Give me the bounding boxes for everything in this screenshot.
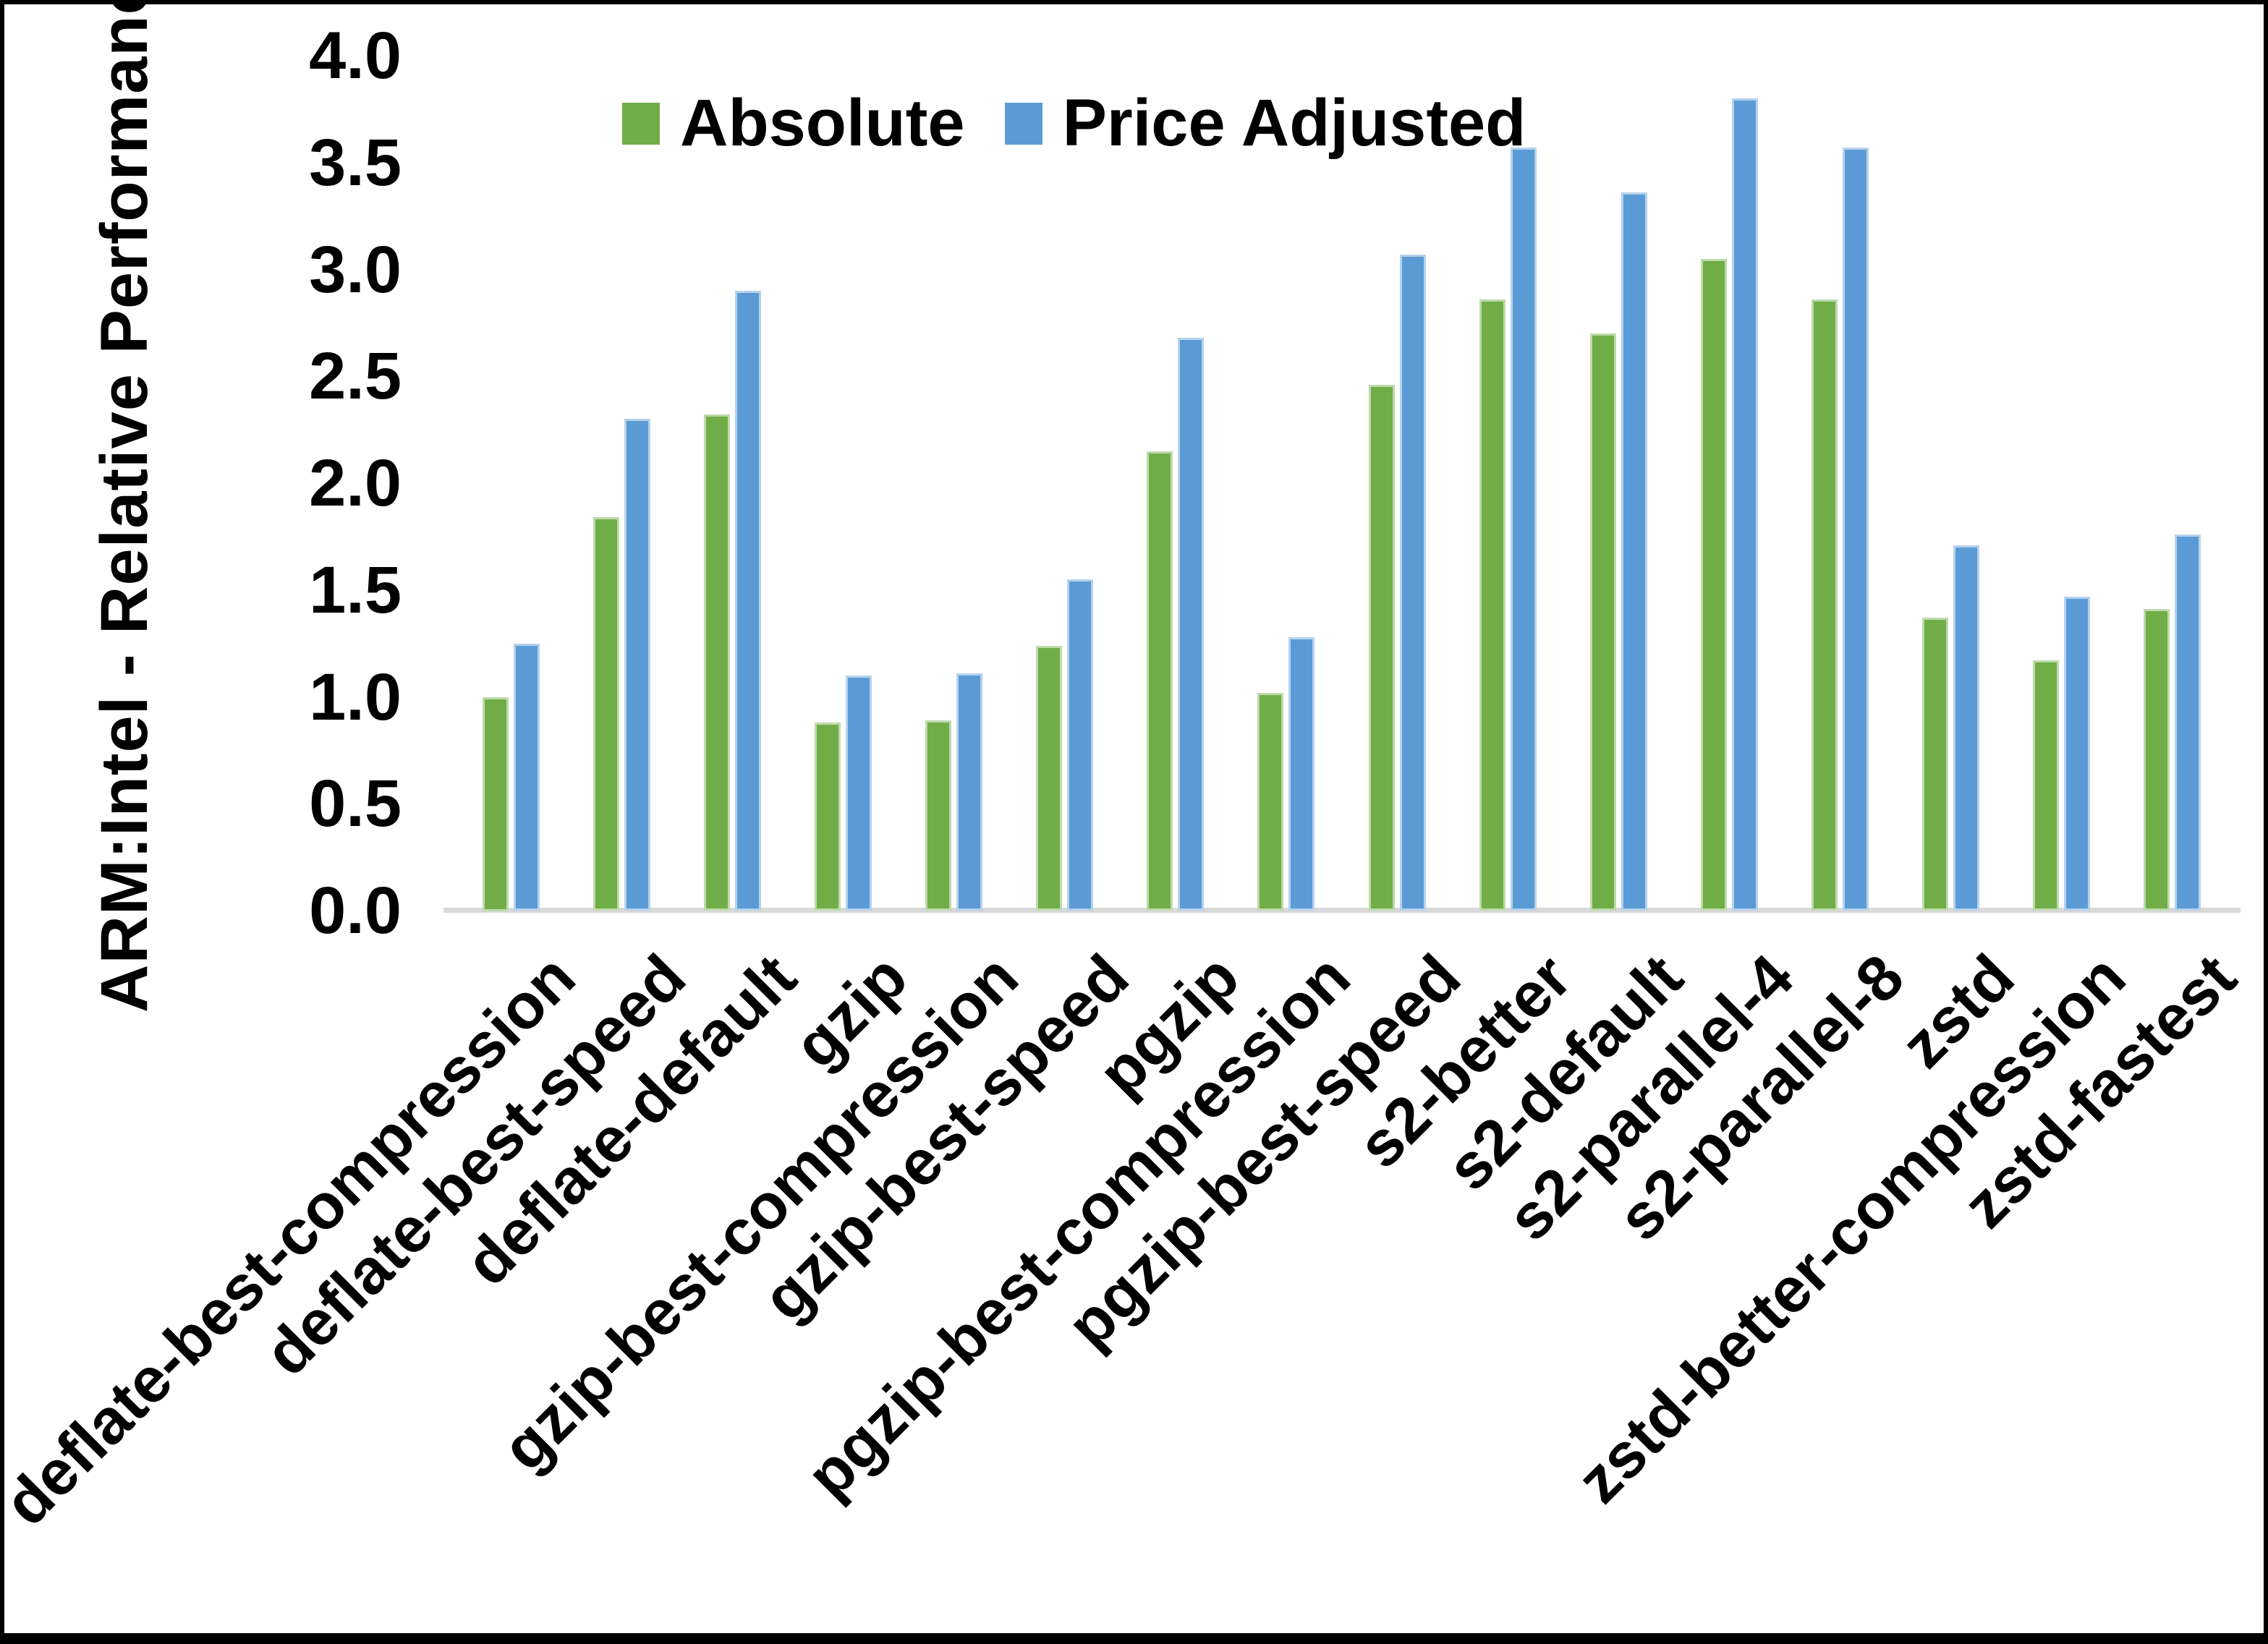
bar-price-adjusted bbox=[1621, 192, 1647, 911]
y-tick-label: 1.5 bbox=[309, 553, 402, 627]
bar-absolute bbox=[1922, 618, 1948, 911]
bar-absolute bbox=[2144, 609, 2170, 911]
y-axis-title: ARM:Intel - Relative Performance bbox=[88, 0, 161, 1013]
bar-price-adjusted bbox=[1732, 98, 1758, 911]
bar-price-adjusted bbox=[1843, 148, 1869, 911]
y-tick-label: 0.0 bbox=[309, 874, 402, 947]
legend-item: Absolute bbox=[622, 85, 965, 161]
bar-price-adjusted bbox=[514, 644, 540, 911]
bar-price-adjusted bbox=[1178, 338, 1204, 911]
y-tick-label: 2.0 bbox=[309, 446, 402, 520]
bar-absolute bbox=[1036, 646, 1062, 911]
legend-label: Price Adjusted bbox=[1062, 86, 1526, 160]
bar-absolute bbox=[1590, 333, 1616, 911]
y-tick-label: 0.5 bbox=[309, 767, 402, 841]
bar-absolute bbox=[815, 723, 841, 911]
y-tick-label: 4.0 bbox=[309, 19, 402, 93]
bar-price-adjusted bbox=[1953, 545, 1979, 911]
y-tick-label: 3.0 bbox=[309, 232, 402, 307]
bar-absolute bbox=[1147, 451, 1173, 911]
bar-price-adjusted bbox=[1067, 579, 1093, 911]
legend-swatch-icon bbox=[1004, 102, 1042, 145]
y-tick-label: 2.5 bbox=[309, 339, 402, 414]
bar-price-adjusted bbox=[956, 673, 982, 911]
bar-absolute bbox=[1479, 299, 1505, 911]
legend-item: Price Adjusted bbox=[1004, 85, 1526, 161]
bar-absolute bbox=[2033, 660, 2059, 911]
bar-price-adjusted bbox=[2064, 597, 2090, 911]
bar-absolute bbox=[925, 720, 951, 911]
bar-price-adjusted bbox=[1400, 255, 1426, 911]
bar-price-adjusted bbox=[624, 419, 650, 911]
bar-price-adjusted bbox=[1511, 148, 1537, 911]
bar-price-adjusted bbox=[2175, 534, 2201, 911]
bar-price-adjusted bbox=[735, 291, 761, 911]
bar-absolute bbox=[1369, 385, 1395, 911]
x-axis-line bbox=[443, 908, 2241, 913]
bar-absolute bbox=[1812, 299, 1838, 911]
y-tick-label: 3.5 bbox=[309, 125, 402, 200]
y-tick-label: 1.0 bbox=[309, 660, 402, 734]
bar-absolute bbox=[1257, 693, 1283, 911]
legend-swatch-icon bbox=[622, 102, 660, 145]
bar-absolute bbox=[1701, 259, 1727, 911]
bar-price-adjusted bbox=[846, 676, 872, 911]
bar-absolute bbox=[483, 697, 509, 911]
legend: Absolute Price Adjusted bbox=[622, 85, 1526, 161]
bar-absolute bbox=[593, 517, 619, 911]
legend-label: Absolute bbox=[680, 86, 965, 160]
bar-price-adjusted bbox=[1288, 637, 1314, 911]
bar-absolute bbox=[704, 414, 730, 911]
